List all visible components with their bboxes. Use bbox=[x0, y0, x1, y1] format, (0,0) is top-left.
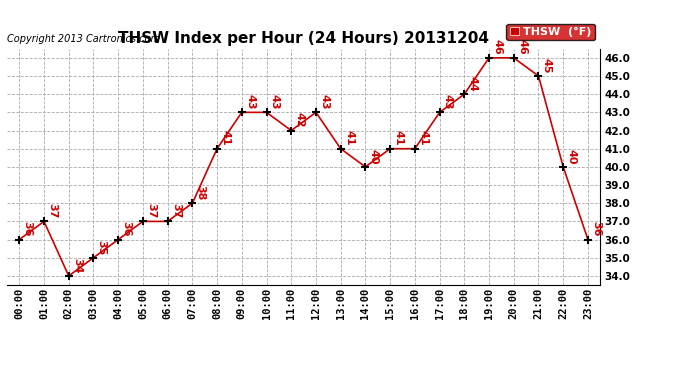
Legend: THSW  (°F): THSW (°F) bbox=[506, 24, 595, 40]
Text: 36: 36 bbox=[23, 221, 32, 237]
Text: 36: 36 bbox=[121, 221, 132, 237]
Text: 46: 46 bbox=[517, 39, 527, 55]
Text: 40: 40 bbox=[368, 148, 379, 164]
Text: 42: 42 bbox=[295, 112, 304, 128]
Text: 41: 41 bbox=[220, 130, 230, 146]
Text: 37: 37 bbox=[146, 203, 156, 219]
Text: 43: 43 bbox=[245, 94, 255, 110]
Text: Copyright 2013 Cartronics.com: Copyright 2013 Cartronics.com bbox=[7, 34, 160, 44]
Text: 37: 37 bbox=[48, 203, 57, 219]
Text: 41: 41 bbox=[393, 130, 404, 146]
Text: 41: 41 bbox=[418, 130, 428, 146]
Title: THSW Index per Hour (24 Hours) 20131204: THSW Index per Hour (24 Hours) 20131204 bbox=[118, 31, 489, 46]
Text: 46: 46 bbox=[493, 39, 502, 55]
Text: 45: 45 bbox=[542, 58, 552, 73]
Text: 40: 40 bbox=[566, 148, 577, 164]
Text: 34: 34 bbox=[72, 258, 82, 273]
Text: 43: 43 bbox=[319, 94, 329, 110]
Text: 44: 44 bbox=[468, 76, 477, 92]
Text: 38: 38 bbox=[196, 185, 206, 201]
Text: 41: 41 bbox=[344, 130, 354, 146]
Text: 43: 43 bbox=[270, 94, 280, 110]
Text: 43: 43 bbox=[443, 94, 453, 110]
Text: 37: 37 bbox=[171, 203, 181, 219]
Text: 36: 36 bbox=[591, 221, 601, 237]
Text: 35: 35 bbox=[97, 240, 107, 255]
